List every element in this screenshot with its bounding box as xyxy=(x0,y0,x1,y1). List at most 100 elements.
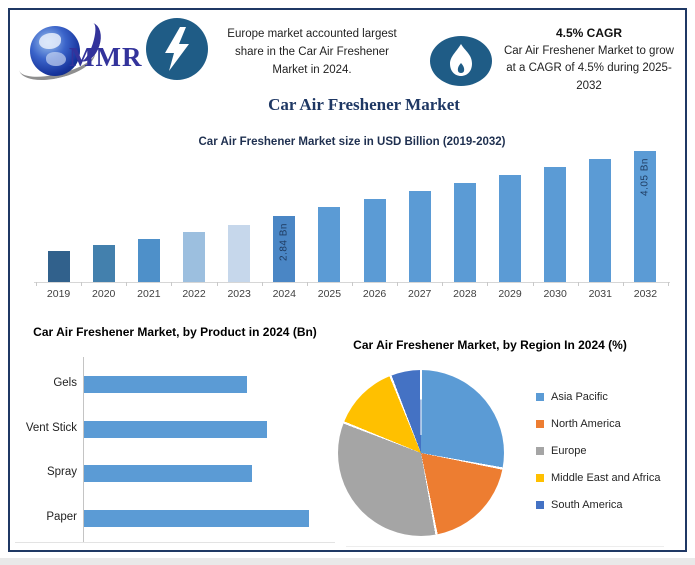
flame-icon xyxy=(430,36,492,86)
cagr-text: Car Air Freshener Market to grow at a CA… xyxy=(503,45,674,92)
x-axis-tick xyxy=(81,282,83,286)
region-chart-bottom-border xyxy=(346,546,664,547)
product-bar-paper xyxy=(84,510,309,527)
x-axis-tick xyxy=(668,282,669,286)
x-tick-label-2022: 2022 xyxy=(182,288,206,300)
bar-2024: 2.84 Bn xyxy=(273,216,296,282)
bar-2022 xyxy=(182,232,205,282)
market-size-chart-title: Car Air Freshener Market size in USD Bil… xyxy=(198,136,506,148)
legend-item-middle-east-and-africa: Middle East and Africa xyxy=(536,470,660,486)
legend-swatch-icon xyxy=(536,447,544,455)
legend-label: South America xyxy=(551,499,623,511)
bar-2031 xyxy=(589,159,612,282)
legend-item-asia-pacific: Asia Pacific xyxy=(536,389,660,405)
bar-column-2019: 2019 xyxy=(36,130,81,300)
bar-2026 xyxy=(363,199,386,282)
product-bar-vent-stick xyxy=(84,421,267,438)
x-axis-tick xyxy=(397,282,399,286)
x-tick-label-2020: 2020 xyxy=(92,288,116,300)
legend-label: Europe xyxy=(551,445,587,457)
region-chart-title: Car Air Freshener Market, by Region In 2… xyxy=(353,338,627,352)
bottom-edge-strip xyxy=(0,558,695,565)
legend-label: North America xyxy=(551,418,621,430)
x-tick-label-2021: 2021 xyxy=(137,288,161,300)
legend-swatch-icon xyxy=(536,420,544,428)
bar-2032: 4.05 Bn xyxy=(634,151,657,282)
x-tick-label-2032: 2032 xyxy=(633,288,658,300)
bar-2027 xyxy=(408,191,431,282)
product-row-paper: Paper xyxy=(15,510,337,527)
lightning-icon xyxy=(146,18,208,80)
globe-icon xyxy=(30,26,80,76)
y-axis-line xyxy=(83,357,84,543)
x-tick-label-2027: 2027 xyxy=(408,288,432,300)
x-axis-tick xyxy=(126,282,128,286)
bar-2019 xyxy=(47,251,70,282)
x-axis-tick xyxy=(261,282,263,286)
europe-highlight-text: Europe market accounted largest share in… xyxy=(227,28,397,76)
region-pie xyxy=(338,370,504,536)
bar-value-label-2032: 4.05 Bn xyxy=(639,158,651,196)
x-tick-label-2019: 2019 xyxy=(46,288,71,300)
bar-column-2022: 2022 xyxy=(171,130,216,300)
legend-label: Middle East and Africa xyxy=(551,472,661,484)
bar-column-2031: 2031 xyxy=(578,130,623,300)
product-chart-title: Car Air Freshener Market, by Product in … xyxy=(33,325,317,339)
product-bar-spray xyxy=(84,465,252,482)
market-size-chart-plot: 2019 2020 2021 2022 2023 2.84 Bn 2024 2025 2026 2… xyxy=(34,130,670,300)
bar-2023 xyxy=(228,225,251,282)
cagr-box: 4.5% CAGR Car Air Freshener Market to gr… xyxy=(498,26,680,95)
x-tick-label-2028: 2028 xyxy=(453,288,477,300)
bar-2029 xyxy=(498,175,521,282)
bar-column-2024: 2.84 Bn 2024 xyxy=(262,130,307,300)
product-chart-bottom-border xyxy=(15,542,335,543)
bar-column-2029: 2029 xyxy=(487,130,532,300)
legend-swatch-icon xyxy=(536,501,544,509)
legend-swatch-icon xyxy=(536,474,544,482)
bar-column-2026: 2026 xyxy=(352,130,397,300)
mmr-logo: MMR xyxy=(15,18,162,87)
bar-column-2021: 2021 xyxy=(126,130,171,300)
x-axis-tick xyxy=(577,282,579,286)
x-tick-label-2023: 2023 xyxy=(227,288,251,300)
x-tick-label-2025: 2025 xyxy=(317,288,342,300)
x-axis-tick xyxy=(352,282,353,286)
x-axis-tick xyxy=(216,282,218,286)
x-axis-tick xyxy=(171,282,173,286)
x-tick-label-2031: 2031 xyxy=(588,288,612,300)
bar-2021 xyxy=(137,239,160,282)
bar-column-2025: 2025 xyxy=(307,130,352,300)
legend-item-europe: Europe xyxy=(536,443,660,459)
product-label: Gels xyxy=(53,377,77,389)
legend-swatch-icon xyxy=(536,393,544,401)
x-tick-label-2026: 2026 xyxy=(362,288,387,300)
product-bar-gels xyxy=(84,376,247,393)
infographic-card: MMR Europe market accounted largest shar… xyxy=(8,8,687,552)
x-axis-tick xyxy=(622,282,624,286)
legend-label: Asia Pacific xyxy=(551,391,608,403)
product-label: Spray xyxy=(46,466,77,478)
x-axis-tick xyxy=(442,282,444,286)
bar-2028 xyxy=(453,183,476,282)
legend-item-south-america: South America xyxy=(536,497,660,513)
cagr-title: 4.5% CAGR xyxy=(555,26,623,40)
region-legend: Asia Pacific North America Europe Middle Ea… xyxy=(536,389,660,524)
x-axis-tick xyxy=(306,282,308,286)
product-row-spray: Spray xyxy=(15,465,337,482)
x-axis-tick xyxy=(487,282,489,286)
bar-column-2020: 2020 xyxy=(81,130,126,300)
bar-value-label-2024: 2.84 Bn xyxy=(278,223,290,261)
page-title: Car Air Freshener Market xyxy=(268,95,460,114)
bar-column-2027: 2027 xyxy=(397,130,442,300)
x-tick-label-2030: 2030 xyxy=(543,288,567,300)
bar-2020 xyxy=(92,245,115,282)
x-tick-label-2024: 2024 xyxy=(272,288,296,300)
product-label: Paper xyxy=(46,511,77,523)
x-axis-tick xyxy=(36,282,37,286)
bar-column-2028: 2028 xyxy=(442,130,487,300)
x-axis-tick xyxy=(532,282,534,286)
bar-column-2023: 2023 xyxy=(217,130,262,300)
x-tick-label-2029: 2029 xyxy=(498,288,522,300)
bar-2025 xyxy=(318,207,341,282)
